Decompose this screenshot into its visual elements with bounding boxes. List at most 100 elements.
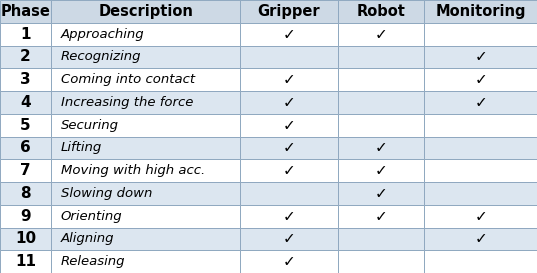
Text: Lifting: Lifting	[61, 141, 102, 154]
Bar	[241, 159, 338, 182]
Text: Phase: Phase	[1, 4, 50, 19]
Text: ✓: ✓	[282, 163, 295, 178]
Bar	[424, 114, 537, 136]
Text: 8: 8	[20, 186, 31, 201]
Text: ✓: ✓	[375, 186, 387, 201]
Text: ✓: ✓	[474, 72, 487, 87]
Bar	[424, 159, 537, 182]
Text: 1: 1	[20, 27, 31, 41]
Bar	[51, 23, 241, 46]
Bar	[424, 250, 537, 273]
Text: ✓: ✓	[282, 209, 295, 224]
Bar	[424, 46, 537, 68]
Bar	[0, 68, 51, 91]
Bar	[51, 136, 241, 159]
Bar	[241, 205, 338, 227]
Bar	[0, 159, 51, 182]
Text: Aligning: Aligning	[61, 232, 114, 245]
Bar	[51, 227, 241, 250]
Bar	[338, 114, 424, 136]
Bar	[424, 205, 537, 227]
Text: Gripper: Gripper	[258, 4, 320, 19]
Bar	[51, 159, 241, 182]
Text: Orienting: Orienting	[61, 210, 122, 222]
Bar	[338, 68, 424, 91]
Bar	[241, 0, 338, 23]
Text: 9: 9	[20, 209, 31, 224]
Bar	[0, 205, 51, 227]
Bar	[338, 182, 424, 205]
Bar	[241, 182, 338, 205]
Text: Coming into contact: Coming into contact	[61, 73, 195, 86]
Text: Increasing the force: Increasing the force	[61, 96, 193, 109]
Text: ✓: ✓	[282, 254, 295, 269]
Text: Approaching: Approaching	[61, 28, 144, 41]
Bar	[51, 182, 241, 205]
Text: 4: 4	[20, 95, 31, 110]
Text: ✓: ✓	[282, 95, 295, 110]
Bar	[241, 68, 338, 91]
Bar	[51, 46, 241, 68]
Bar	[424, 0, 537, 23]
Text: 3: 3	[20, 72, 31, 87]
Bar	[51, 114, 241, 136]
Bar	[0, 182, 51, 205]
Bar	[241, 136, 338, 159]
Bar	[241, 227, 338, 250]
Text: Moving with high acc.: Moving with high acc.	[61, 164, 205, 177]
Text: ✓: ✓	[474, 232, 487, 246]
Bar	[0, 0, 51, 23]
Text: Slowing down: Slowing down	[61, 187, 152, 200]
Bar	[424, 227, 537, 250]
Text: Robot: Robot	[357, 4, 405, 19]
Text: Recognizing: Recognizing	[61, 51, 141, 63]
Bar	[338, 205, 424, 227]
Text: 7: 7	[20, 163, 31, 178]
Bar	[424, 68, 537, 91]
Bar	[424, 182, 537, 205]
Bar	[241, 114, 338, 136]
Text: ✓: ✓	[282, 72, 295, 87]
Text: ✓: ✓	[474, 209, 487, 224]
Bar	[241, 250, 338, 273]
Text: 10: 10	[15, 232, 36, 246]
Bar	[424, 91, 537, 114]
Text: ✓: ✓	[375, 27, 387, 41]
Bar	[0, 227, 51, 250]
Text: 5: 5	[20, 118, 31, 133]
Bar	[0, 250, 51, 273]
Bar	[51, 250, 241, 273]
Bar	[338, 250, 424, 273]
Bar	[51, 91, 241, 114]
Text: ✓: ✓	[375, 140, 387, 155]
Bar	[0, 23, 51, 46]
Text: 11: 11	[15, 254, 36, 269]
Text: Releasing: Releasing	[61, 255, 125, 268]
Bar	[241, 46, 338, 68]
Bar	[338, 136, 424, 159]
Bar	[338, 91, 424, 114]
Bar	[338, 159, 424, 182]
Bar	[51, 68, 241, 91]
Bar	[0, 46, 51, 68]
Text: ✓: ✓	[375, 209, 387, 224]
Bar	[51, 205, 241, 227]
Bar	[0, 91, 51, 114]
Bar	[241, 23, 338, 46]
Text: Securing: Securing	[61, 119, 119, 132]
Bar	[241, 91, 338, 114]
Bar	[338, 0, 424, 23]
Text: ✓: ✓	[474, 49, 487, 64]
Bar	[0, 136, 51, 159]
Text: ✓: ✓	[282, 232, 295, 246]
Bar	[338, 227, 424, 250]
Text: ✓: ✓	[282, 140, 295, 155]
Text: 2: 2	[20, 49, 31, 64]
Bar	[338, 46, 424, 68]
Bar	[424, 136, 537, 159]
Bar	[338, 23, 424, 46]
Text: ✓: ✓	[282, 27, 295, 41]
Text: Description: Description	[98, 4, 193, 19]
Text: ✓: ✓	[375, 163, 387, 178]
Bar	[0, 114, 51, 136]
